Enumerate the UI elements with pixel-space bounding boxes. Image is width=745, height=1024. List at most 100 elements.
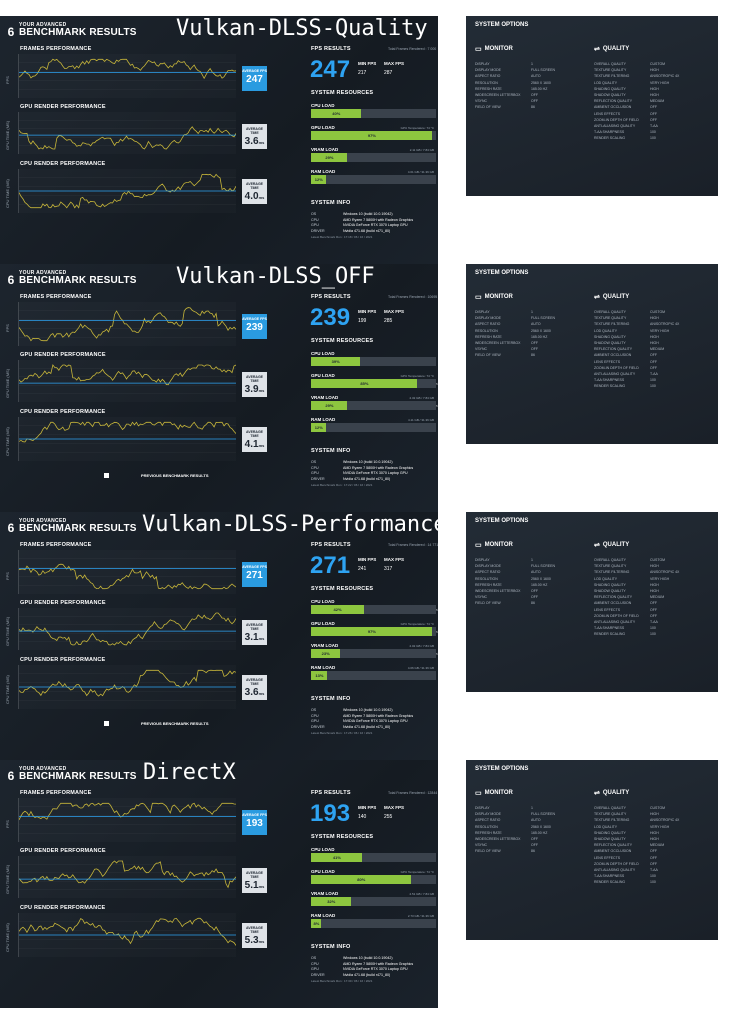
bar-percent: 32%	[327, 899, 336, 904]
quality-header: ⇌ QUALITY	[594, 541, 629, 549]
option-value: CUSTOM	[650, 806, 666, 810]
option-key: LOD QUALITY	[594, 824, 618, 829]
system-info-key: DRIVER	[311, 724, 325, 729]
option-key: ASPECT RATIO	[475, 570, 501, 575]
time-unit: ms	[258, 884, 265, 889]
option-key: RESOLUTION	[475, 80, 498, 85]
bar-side-value: <1%	[435, 630, 438, 634]
option-key: REFLECTION QUALITY	[594, 99, 633, 104]
graph-line	[19, 669, 236, 697]
vram-load-label: VRAM LOAD	[311, 147, 339, 152]
monitor-option-row: WIDESCREEN LETTERBOX OFF	[475, 589, 555, 595]
option-value: 86	[531, 849, 535, 854]
performance-graph	[18, 913, 236, 957]
bar-fill	[311, 423, 326, 432]
quality-option-row: REFLECTION QUALITY MEDIUM	[594, 595, 679, 601]
logo-text: YOUR ADVANCED BENCHMARK RESULTS	[19, 766, 137, 782]
previous-results-label: PREVIOUS BENCHMARK RESULTS	[141, 721, 209, 726]
quality-option-row: TEXTURE QUALITY HIGH	[594, 316, 679, 322]
quality-option-row: ANTI-ALIASING QUALITY T-AA	[594, 372, 679, 378]
logo-title: BENCHMARK RESULTS	[19, 275, 137, 286]
option-value: 165.00 HZ	[531, 86, 548, 91]
cpu-load-row: CPU LOAD 42% <1%	[311, 599, 438, 614]
option-key: ZOOM-IN DEPTH OF FIELD	[594, 117, 639, 122]
option-key: REFLECTION QUALITY	[594, 347, 633, 352]
performance-graph	[18, 856, 236, 898]
monitor-icon: ▭	[475, 294, 482, 301]
monitor-option-row: VSYNC OFF	[475, 99, 555, 105]
system-options-title: SYSTEM OPTIONS	[475, 766, 529, 772]
checkbox-icon[interactable]	[104, 721, 109, 726]
max-fps-value: 285	[384, 318, 393, 324]
monitor-icon: ▭	[475, 542, 482, 549]
bar-percent: 23%	[321, 651, 330, 656]
option-key: ASPECT RATIO	[475, 322, 501, 327]
time-number: 5.1	[244, 880, 259, 891]
bar-side-value: <1%	[435, 652, 438, 656]
quality-option-row: AMBIENT OCCLUSION OFF	[594, 105, 679, 111]
quality-option-row: REFLECTION QUALITY MEDIUM	[594, 843, 679, 849]
time-unit: ms	[258, 443, 265, 448]
option-key: ANTI-ALIASING QUALITY	[594, 619, 636, 624]
option-key: T-AA SHARPNESS	[594, 130, 625, 135]
checkbox-icon[interactable]	[104, 473, 109, 478]
logo-text: YOUR ADVANCED BENCHMARK RESULTS	[19, 270, 137, 286]
option-key: ZOOM-IN DEPTH OF FIELD	[594, 861, 639, 866]
quality-option-row: REFLECTION QUALITY MEDIUM	[594, 347, 679, 353]
option-key: RESOLUTION	[475, 824, 498, 829]
option-key: WIDESCREEN LETTERBOX	[475, 92, 521, 97]
option-key: RENDER SCALING	[594, 632, 626, 637]
option-value: 165.00 HZ	[531, 334, 548, 339]
previous-results-button[interactable]: PREVIOUS BENCHMARK RESULTS	[104, 470, 258, 481]
quality-option-row: TEXTURE QUALITY HIGH	[594, 812, 679, 818]
min-fps-label: MIN FPS	[358, 309, 377, 314]
cpu-average-time-badge: AVERAGE TIME 5.3ms	[242, 923, 267, 948]
average-time-label: AVERAGE TIME	[245, 623, 264, 631]
option-value: HIGH	[650, 334, 659, 339]
system-info: OS Windows 10 (build 10.0.19042) CPU AMD Ry…	[311, 708, 436, 735]
system-info-key: GPU	[311, 967, 319, 971]
bar-detail: 2.02 GB / 7.84 GB	[409, 644, 434, 648]
min-fps-value: 199	[358, 318, 367, 324]
monitor-options: DISPLAY 1 DISPLAY MODE FULL SCREEN ASPECT RA…	[475, 558, 555, 608]
option-key: ANTI-ALIASING QUALITY	[594, 867, 636, 872]
option-key: T-AA SHARPNESS	[594, 874, 625, 879]
max-fps-label: MAX FPS	[384, 557, 405, 562]
option-value: HIGH	[650, 830, 659, 835]
system-options-panel: SYSTEM OPTIONS ▭ MONITOR ⇌ QUALITY DISPLAY 1 DI…	[466, 264, 718, 444]
previous-results-button[interactable]: PREVIOUS BENCHMARK RESULTS	[104, 718, 258, 729]
option-value: FULL SCREEN	[531, 564, 555, 569]
quality-label: QUALITY	[602, 294, 630, 300]
monitor-option-row: VSYNC OFF	[475, 347, 555, 353]
option-value: ANISOTROPIC 4X	[650, 74, 680, 79]
time-number: 3.6	[244, 136, 259, 147]
gpu-load-label: GPU LOAD	[311, 869, 335, 874]
quality-option-row: LOD QUALITY VERY HIGH	[594, 825, 679, 831]
quality-label: QUALITY	[602, 542, 630, 548]
option-key: OVERALL QUALITY	[594, 62, 626, 66]
system-options-panel: SYSTEM OPTIONS ▭ MONITOR ⇌ QUALITY DISPLAY 1 DI…	[466, 760, 718, 940]
gpu-average-time-value: 5.1ms	[242, 880, 267, 891]
bar-percent: 39%	[331, 359, 340, 364]
option-key: SHADOW QUALITY	[594, 340, 626, 345]
bar-fill	[311, 605, 364, 614]
monitor-option-row: WIDESCREEN LETTERBOX OFF	[475, 837, 555, 843]
average-time-label: AVERAGE TIME	[245, 926, 264, 934]
siege-logo-icon: 6	[7, 769, 15, 783]
monitor-header: ▭ MONITOR	[475, 45, 513, 53]
quality-label: QUALITY	[602, 790, 630, 796]
cpu-axis-label: CPU TIME (MS)	[5, 427, 10, 456]
option-key: WIDESCREEN LETTERBOX	[475, 836, 521, 841]
ram-load-label: RAM LOAD	[311, 665, 336, 670]
option-value: OFF	[650, 365, 657, 370]
system-info-row: GPU NVIDIA GeForce RTX 3070 Laptop GPU	[311, 967, 436, 973]
bar-fill	[311, 175, 326, 184]
bar-fill	[311, 401, 348, 410]
bar-percent: 97%	[367, 133, 376, 138]
bar-fill	[311, 379, 418, 388]
option-key: REFRESH RATE	[475, 830, 502, 835]
option-key: AMBIENT OCCLUSION	[594, 353, 632, 358]
monitor-option-row: VSYNC OFF	[475, 843, 555, 849]
